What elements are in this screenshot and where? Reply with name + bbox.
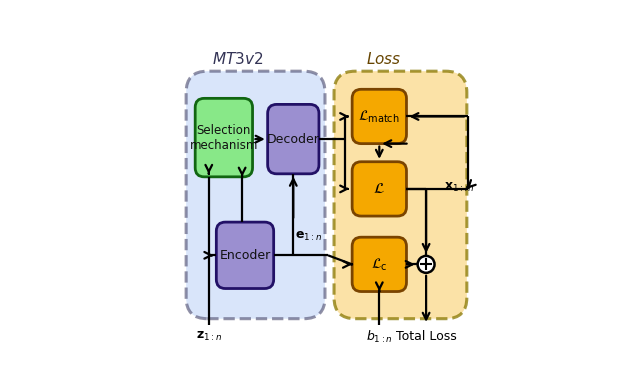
Text: $\mathcal{L}$: $\mathcal{L}$ — [373, 181, 385, 196]
FancyBboxPatch shape — [186, 71, 325, 319]
Text: Total Loss: Total Loss — [396, 330, 456, 343]
FancyBboxPatch shape — [216, 222, 274, 289]
Text: $\mathcal{L}_{\mathrm{match}}$: $\mathcal{L}_{\mathrm{match}}$ — [358, 108, 400, 125]
Text: $\mathbf{z}_{1:n}$: $\mathbf{z}_{1:n}$ — [196, 330, 222, 343]
Text: Encoder: Encoder — [220, 249, 271, 262]
FancyBboxPatch shape — [352, 89, 406, 143]
FancyBboxPatch shape — [268, 104, 319, 174]
Text: $\mathbf{x}_{1:m}$: $\mathbf{x}_{1:m}$ — [444, 181, 474, 194]
Text: Decoder: Decoder — [267, 132, 320, 145]
Circle shape — [418, 256, 435, 273]
FancyBboxPatch shape — [352, 162, 406, 216]
Text: $\mathit{MT3v2}$: $\mathit{MT3v2}$ — [212, 51, 263, 67]
Text: Selection
mechanism: Selection mechanism — [189, 123, 258, 152]
Text: $\mathit{Loss}$: $\mathit{Loss}$ — [366, 51, 401, 67]
FancyBboxPatch shape — [195, 98, 253, 177]
Text: $\mathcal{L}_{\mathrm{c}}$: $\mathcal{L}_{\mathrm{c}}$ — [371, 256, 388, 272]
Text: $\mathbf{e}_{1:n}$: $\mathbf{e}_{1:n}$ — [294, 230, 322, 243]
FancyBboxPatch shape — [352, 237, 406, 292]
FancyBboxPatch shape — [334, 71, 467, 319]
Text: $b_{1:n}$: $b_{1:n}$ — [366, 329, 393, 345]
